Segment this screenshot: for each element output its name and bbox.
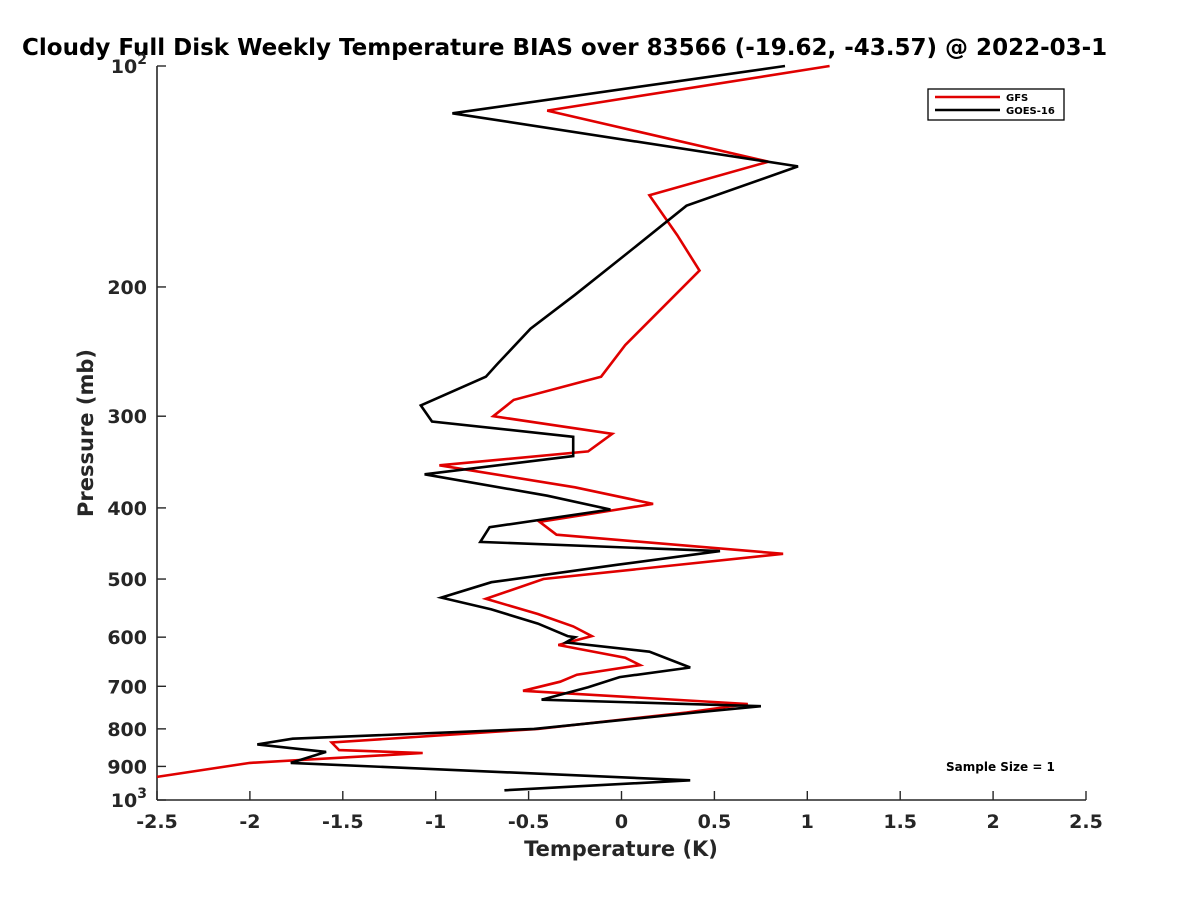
x-tick-label: -1.5 [322, 811, 364, 833]
y-tick-label: 400 [107, 498, 147, 520]
y-tick-label: 102 [111, 52, 147, 78]
legend-box [927, 88, 1065, 121]
series-line-gfs [156, 64, 830, 779]
y-tick-label: 700 [107, 676, 147, 698]
plot-axes: -2.5 -2 -1.5 -1 -0.5 0 0.5 1 1.5 2 2.5102200300400… [107, 52, 1103, 833]
y-axis-label: Pressure (mb) [74, 349, 98, 517]
y-tick-label: 800 [107, 719, 147, 741]
sample-size-note: Sample Size = 1 [946, 760, 1055, 774]
y-tick-label: 600 [107, 627, 147, 649]
y-tick-label: 200 [107, 277, 147, 299]
x-tick-label: 0.5 [698, 811, 732, 833]
x-tick-label: 1.5 [883, 811, 917, 833]
y-tick-exponent: 2 [137, 52, 147, 68]
x-tick-label: -2.5 [136, 811, 178, 833]
x-tick-label: 1 [801, 811, 814, 833]
x-tick-label: -2 [239, 811, 260, 833]
x-tick-label: -1 [425, 811, 446, 833]
y-tick-label: 900 [107, 756, 147, 778]
x-axis-label: Temperature (K) [524, 837, 718, 861]
chart-title: Cloudy Full Disk Weekly Temperature BIAS… [22, 35, 1107, 61]
series-layer [156, 64, 830, 792]
x-tick-label: 2 [986, 811, 999, 833]
y-tick-label: 103 [111, 786, 147, 812]
legend-label-goes16: GOES-16 [1006, 106, 1055, 117]
x-tick-label: 0 [615, 811, 628, 833]
y-tick-label: 300 [107, 406, 147, 428]
y-tick-base: 10 [111, 56, 137, 78]
x-tick-label: -0.5 [508, 811, 550, 833]
x-tick-label: 2.5 [1069, 811, 1103, 833]
legend-label-gfs: GFS [1006, 93, 1028, 104]
y-tick-label: 500 [107, 569, 147, 591]
y-tick-base: 10 [111, 790, 137, 812]
series-line-goes16 [257, 64, 799, 792]
legend: GFS GOES-16 [927, 88, 1065, 121]
y-tick-exponent: 3 [137, 786, 147, 802]
